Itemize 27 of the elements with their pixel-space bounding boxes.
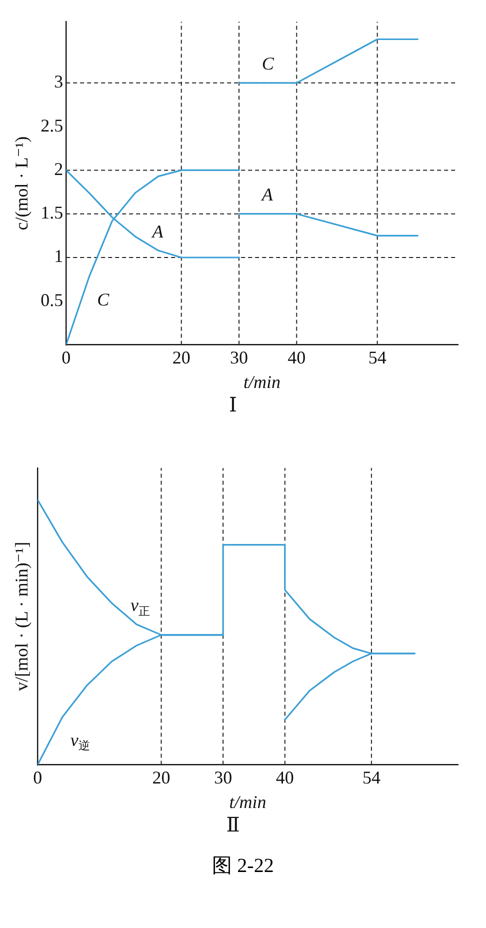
y-tick-label: 1	[54, 246, 64, 266]
y-axis-title: v/[mol · (L · min)⁻¹]	[12, 542, 32, 691]
series-label: A	[260, 184, 274, 205]
y-tick-label: 3	[54, 72, 64, 92]
x-axis-title: t/min	[229, 792, 266, 812]
x-axis-title: t/min	[244, 372, 281, 392]
series-label: C	[262, 54, 275, 74]
x-tick-label: 0	[33, 767, 42, 788]
series-label: C	[97, 289, 110, 310]
x-tick-label: 0	[62, 347, 71, 368]
x-tick-label: 54	[362, 767, 380, 788]
text: Ⅰ	[229, 394, 237, 416]
caption: 图 2-22	[211, 854, 275, 879]
x-tick-label: 54	[368, 347, 386, 368]
x-tick-label: 30	[230, 347, 248, 368]
x-tick-label: 20	[152, 767, 170, 788]
y-axis-title: c/(mol · L⁻¹)	[12, 136, 32, 230]
series-label: A	[151, 221, 164, 242]
x-tick-label: 30	[214, 767, 232, 788]
x-tick-label: 20	[172, 347, 190, 368]
x-tick-label: 40	[288, 347, 306, 368]
y-tick-label: 1.5	[40, 202, 64, 223]
y-tick-label: 0.5	[40, 290, 64, 310]
text: Ⅱ	[226, 814, 240, 836]
y-tick-label: 2	[54, 158, 64, 179]
x-tick-label: 40	[276, 767, 294, 788]
y-tick-label: 2.5	[40, 115, 64, 136]
